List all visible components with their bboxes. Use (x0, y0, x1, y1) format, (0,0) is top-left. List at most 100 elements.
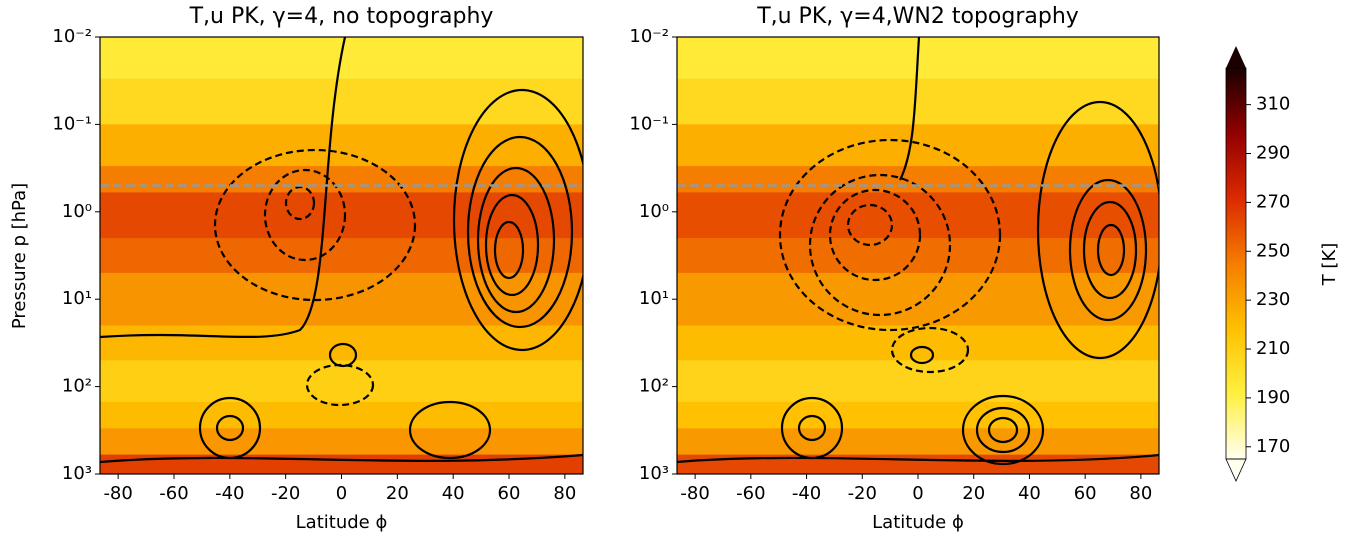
temperature-band (677, 78, 1159, 125)
contour-line (493, 220, 525, 280)
contour-line (284, 185, 316, 221)
contour-line (408, 400, 492, 460)
temperature-band (100, 272, 583, 327)
x-axis-label: Latitude ϕ (296, 512, 388, 533)
temperature-band (677, 428, 1159, 456)
contour-line (890, 326, 970, 374)
contour-line (476, 166, 556, 314)
y-tick-label: 10² (639, 376, 669, 397)
contour-line (909, 345, 935, 365)
contour-line (213, 148, 417, 302)
axes: -80 -60 -40 -20 0 20 40 60 80 10⁻² 10⁻¹ 10⁰ 10¹ 10² 10… (9, 4, 1340, 533)
colorbar-tick-label: 170 (1256, 436, 1290, 457)
colorbar-tick-label: 250 (1256, 240, 1290, 261)
contour-line (1068, 178, 1148, 322)
y-tick-label: 10¹ (62, 288, 92, 309)
temperature-band (100, 124, 583, 167)
contour-line (987, 416, 1019, 444)
contour-line (899, 37, 921, 181)
x-tick-label: 0 (336, 483, 347, 504)
contour-line (1096, 223, 1126, 277)
contour-line (328, 342, 358, 368)
x-tick-label: -40 (792, 483, 821, 504)
contour-line (215, 414, 245, 442)
contour-line (452, 88, 583, 352)
y-tick-label: 10⁻¹ (629, 113, 669, 134)
contour-line (808, 173, 952, 317)
temperature-band (677, 360, 1159, 403)
x-tick-label: -60 (736, 483, 765, 504)
contour-line (677, 453, 1159, 464)
x-tick-label: 40 (442, 483, 465, 504)
contour-line (828, 188, 922, 282)
x-tick-label: 0 (912, 483, 923, 504)
x-axis-label: Latitude ϕ (872, 512, 964, 533)
x-tick-label: 80 (1129, 483, 1152, 504)
temperature-band (100, 166, 583, 193)
contour-line (778, 138, 1002, 332)
y-tick-label: 10² (62, 376, 92, 397)
contour-line (975, 406, 1031, 454)
contour-line (1036, 100, 1159, 360)
contour-lines (100, 37, 1159, 466)
x-tick-label: 60 (1074, 483, 1097, 504)
x-tick-label: 60 (498, 483, 521, 504)
colorbar-extend (1226, 46, 1246, 68)
contour-line (305, 363, 375, 407)
x-tick-label: -80 (680, 483, 709, 504)
x-tick-label: -40 (215, 483, 244, 504)
x-tick-label: 40 (1018, 483, 1041, 504)
panel-contours (677, 37, 1159, 466)
y-tick-label: 10³ (639, 463, 669, 484)
chart-title: T,u PK, γ=4,WN2 topography (756, 4, 1079, 29)
contour-line (961, 394, 1045, 466)
colorbar-frame (1225, 67, 1247, 460)
temperature-band (100, 78, 583, 125)
y-tick-label: 10⁻¹ (52, 113, 92, 134)
contour-line (846, 203, 894, 247)
temperature-band (677, 238, 1159, 274)
colorbar-label: T [K] (1319, 243, 1340, 287)
y-axis-label: Pressure p [hPa] (9, 183, 30, 329)
contour-line (100, 37, 347, 339)
colorbar-tick-label: 270 (1256, 191, 1290, 212)
y-tick-label: 10³ (62, 463, 92, 484)
x-tick-label: -20 (848, 483, 877, 504)
x-tick-label: -60 (159, 483, 188, 504)
x-tick-label: 20 (962, 483, 985, 504)
contour-line (100, 453, 583, 464)
colorbar-extend (1225, 458, 1247, 482)
temperature-band (100, 428, 583, 456)
y-tick-label: 10⁰ (62, 201, 92, 222)
contour-line (466, 135, 574, 329)
temperature-band (677, 192, 1159, 239)
contour-line (484, 193, 540, 297)
y-tick-label: 10¹ (639, 288, 669, 309)
temperature-band (100, 401, 583, 429)
chart-title: T,u PK, γ=4, no topography (189, 4, 494, 29)
x-tick-label: -20 (271, 483, 300, 504)
contour-line (797, 414, 827, 442)
colorbar-tick-label: 190 (1256, 387, 1290, 408)
colorbar-tick-label: 210 (1256, 338, 1290, 359)
x-tick-label: -80 (103, 483, 132, 504)
colorbar-tick-label: 230 (1256, 289, 1290, 310)
y-tick-label: 10⁻² (52, 26, 92, 47)
y-tick-label: 10⁻² (629, 26, 669, 47)
colorbar (1226, 68, 1246, 459)
x-tick-label: 20 (386, 483, 409, 504)
temperature-band (677, 166, 1159, 193)
contour-line (263, 168, 347, 262)
panel-contours (100, 37, 583, 464)
temperature-band (677, 124, 1159, 167)
temperature-band (677, 272, 1159, 327)
contour-line (1082, 200, 1138, 300)
temperature-band (677, 325, 1159, 361)
temperature-band (100, 238, 583, 274)
temperature-band (100, 360, 583, 403)
temperature-band (677, 454, 1159, 475)
colorbar-tick-label: 290 (1256, 143, 1290, 164)
temperature-band (677, 401, 1159, 429)
y-tick-label: 10⁰ (639, 201, 669, 222)
